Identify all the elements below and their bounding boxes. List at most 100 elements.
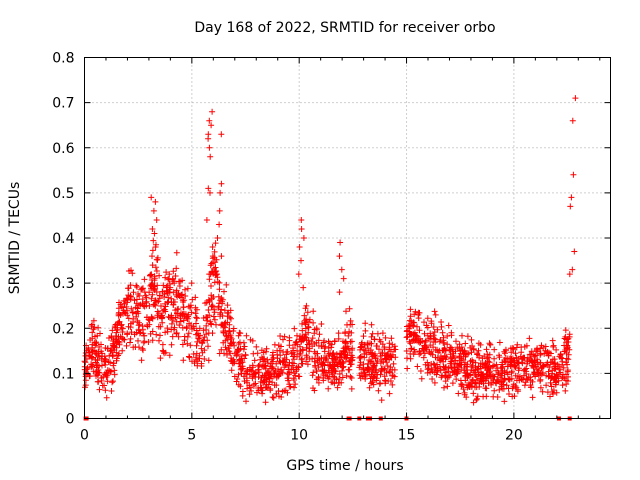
data-point [107, 359, 114, 366]
peak-point [171, 280, 178, 287]
data-point [364, 364, 371, 371]
data-point [473, 397, 480, 403]
data-point [127, 282, 134, 289]
data-point [259, 390, 266, 397]
data-point [260, 364, 267, 371]
data-point [111, 343, 118, 350]
data-point [217, 313, 224, 320]
data-point [333, 376, 340, 383]
data-point [119, 329, 126, 335]
peak-point [340, 275, 347, 282]
data-point [386, 368, 393, 375]
data-point [112, 324, 119, 331]
data-point [462, 340, 469, 347]
data-point [366, 371, 373, 378]
data-point [548, 383, 555, 390]
data-point [480, 393, 487, 400]
peak-point [218, 180, 225, 187]
data-point [126, 268, 132, 274]
data-point [235, 341, 242, 347]
data-point [110, 336, 117, 343]
data-point [416, 348, 423, 355]
data-point [270, 373, 277, 380]
data-point [374, 371, 381, 378]
data-point [203, 314, 210, 321]
data-point [163, 269, 170, 276]
y-tick-label: 0.3 [52, 276, 74, 292]
data-point [519, 359, 526, 366]
data-point [528, 348, 535, 355]
data-point [162, 274, 169, 281]
data-point [416, 309, 423, 316]
data-point [522, 379, 529, 386]
data-point [128, 320, 134, 327]
data-point [116, 341, 123, 348]
data-point [157, 323, 164, 330]
data-point [547, 393, 553, 400]
data-point [432, 311, 439, 318]
data-point [304, 341, 311, 348]
peak-point [569, 266, 576, 273]
peak-point [300, 235, 307, 241]
data-point [430, 332, 437, 339]
data-point [381, 365, 387, 372]
data-point [357, 353, 364, 360]
data-point [439, 329, 446, 336]
data-point [388, 335, 395, 342]
data-point [248, 387, 255, 394]
data-point [539, 363, 546, 370]
y-tick-label: 0.2 [52, 321, 74, 337]
data-point [459, 382, 466, 388]
data-point [110, 378, 116, 385]
data-point [340, 359, 347, 366]
data-point [496, 339, 503, 346]
data-point [168, 326, 175, 333]
data-point [347, 338, 354, 345]
data-point [369, 330, 376, 337]
data-point [113, 349, 120, 356]
data-point [537, 384, 544, 391]
data-point [360, 333, 367, 340]
data-point [407, 340, 414, 347]
data-point [378, 397, 385, 404]
data-point [246, 382, 253, 389]
data-point [290, 360, 297, 367]
data-point [92, 333, 98, 340]
data-point [133, 282, 140, 289]
data-point [254, 389, 260, 396]
data-point [496, 386, 503, 393]
data-point [211, 248, 218, 255]
data-point [384, 352, 390, 358]
data-point [427, 350, 434, 357]
data-point [443, 354, 450, 361]
data-point [129, 270, 136, 277]
data-point [331, 367, 338, 374]
data-point [129, 309, 136, 316]
data-point [177, 313, 184, 320]
data-point [298, 338, 305, 345]
data-point [344, 343, 351, 350]
y-axis-label: SRMTID / TECUs [7, 182, 23, 295]
data-point [348, 385, 355, 392]
data-point [283, 351, 290, 358]
data-point [184, 333, 191, 340]
data-point [483, 362, 490, 369]
data-point [293, 368, 299, 375]
data-point [343, 308, 349, 315]
data-point [499, 385, 506, 392]
data-point [542, 343, 549, 350]
data-point [333, 351, 340, 358]
data-point [188, 309, 195, 316]
data-point [435, 349, 442, 356]
data-point [193, 306, 200, 313]
data-point [372, 354, 379, 361]
data-point [177, 292, 184, 299]
data-point [284, 375, 291, 382]
data-point [335, 359, 341, 366]
data-point [470, 399, 477, 406]
data-point [464, 367, 471, 373]
data-point [428, 320, 435, 327]
data-point [344, 321, 350, 328]
data-point [336, 376, 343, 382]
data-point [464, 361, 471, 368]
